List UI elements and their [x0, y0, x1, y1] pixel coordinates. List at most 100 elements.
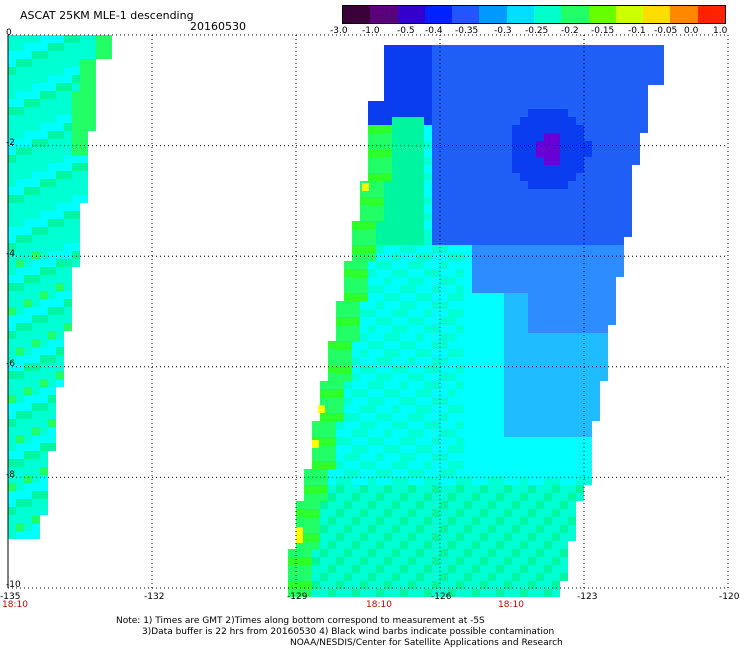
swath-cell	[8, 203, 16, 211]
swath-cell	[400, 253, 408, 261]
swath-cell	[576, 85, 584, 93]
swath-cell	[560, 149, 568, 157]
swath-cell	[456, 477, 464, 485]
swath-cell	[496, 149, 504, 157]
swath-cell	[416, 181, 424, 189]
swath-cell	[40, 147, 48, 155]
swath-cell	[344, 541, 352, 549]
swath-cell	[456, 485, 464, 493]
swath-cell	[520, 453, 528, 461]
swath-cell	[536, 341, 544, 349]
swath-cell	[536, 485, 544, 493]
swath-cell	[296, 501, 304, 509]
swath-cell	[304, 485, 312, 493]
swath-cell	[72, 227, 80, 235]
swath-cell	[328, 509, 336, 517]
swath-cell	[608, 293, 616, 301]
swath-cell	[568, 261, 576, 269]
swath-cell	[560, 197, 568, 205]
swath-cell	[624, 205, 632, 213]
swath-cell	[448, 549, 456, 557]
swath-cell	[584, 269, 592, 277]
swath-cell	[448, 581, 456, 589]
swath-cell	[328, 389, 336, 397]
swath-cell	[408, 525, 416, 533]
swath-cell	[528, 557, 536, 565]
swath-cell	[392, 197, 400, 205]
swath-cell	[560, 397, 568, 405]
swath-cell	[16, 147, 24, 155]
swath-cell	[336, 509, 344, 517]
swath-cell	[376, 117, 384, 125]
swath-cell	[512, 101, 520, 109]
swath-cell	[440, 117, 448, 125]
swath-cell	[320, 541, 328, 549]
swath-cell	[16, 515, 24, 523]
swath-cell	[480, 325, 488, 333]
swath-cell	[8, 187, 16, 195]
swath-cell	[480, 501, 488, 509]
swath-cell	[56, 203, 64, 211]
swath-cell	[416, 501, 424, 509]
swath-cell	[432, 445, 440, 453]
swath-cell	[416, 541, 424, 549]
swath-cell	[64, 75, 72, 83]
colorbar-segment	[670, 6, 698, 23]
colorbar-segment	[397, 6, 425, 23]
swath-cell	[456, 533, 464, 541]
swath-cell	[368, 237, 376, 245]
swath-cell	[400, 517, 408, 525]
swath-cell	[560, 133, 568, 141]
swath-cell	[32, 195, 40, 203]
swath-cell	[24, 115, 32, 123]
swath-cell	[48, 427, 56, 435]
swath-cell	[8, 75, 16, 83]
swath-cell	[528, 277, 536, 285]
swath-cell	[520, 181, 528, 189]
swath-cell	[392, 85, 400, 93]
swath-cell	[368, 117, 376, 125]
swath-cell	[320, 437, 328, 445]
swath-cell	[600, 45, 608, 53]
swath-cell	[376, 149, 384, 157]
swath-cell	[424, 61, 432, 69]
swath-cell	[504, 117, 512, 125]
swath-cell	[496, 397, 504, 405]
swath-cell	[312, 549, 320, 557]
swath-cell	[456, 61, 464, 69]
swath-cell	[360, 485, 368, 493]
swath-cell	[464, 309, 472, 317]
swath-cell	[416, 341, 424, 349]
swath-cell	[568, 445, 576, 453]
swath-cell	[520, 205, 528, 213]
swath-cell	[520, 237, 528, 245]
swath-cell	[400, 213, 408, 221]
swath-cell	[480, 101, 488, 109]
swath-cell	[312, 533, 320, 541]
swath-cell	[512, 549, 520, 557]
swath-cell	[376, 293, 384, 301]
swath-cell	[592, 77, 600, 85]
swath-cell	[608, 125, 616, 133]
swath-cell	[424, 141, 432, 149]
swath-cell	[616, 125, 624, 133]
swath-cell	[64, 91, 72, 99]
swath-cell	[520, 293, 528, 301]
colorbar-segment	[533, 6, 562, 23]
swath-cell	[432, 93, 440, 101]
swath-cell	[32, 163, 40, 171]
swath-cell	[336, 589, 344, 597]
swath-cell	[600, 229, 608, 237]
swath-cell	[616, 253, 624, 261]
swath-cell	[576, 53, 584, 61]
swath-cell	[328, 429, 336, 437]
swath-cell	[624, 149, 632, 157]
swath-cell	[400, 533, 408, 541]
swath-cell	[424, 125, 432, 133]
swath-cell	[616, 213, 624, 221]
swath-cell	[416, 77, 424, 85]
swath-cell	[392, 125, 400, 133]
swath-cell	[568, 77, 576, 85]
swath-cell	[488, 525, 496, 533]
